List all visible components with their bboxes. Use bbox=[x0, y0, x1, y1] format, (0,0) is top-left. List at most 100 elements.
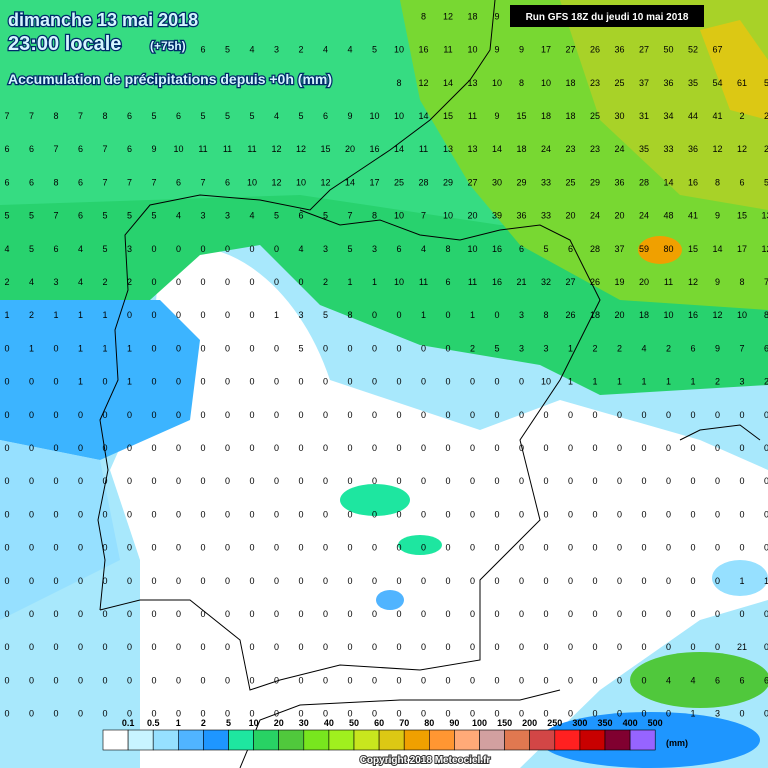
grid-value: 0 bbox=[396, 310, 401, 320]
grid-value: 7 bbox=[200, 177, 205, 187]
grid-value: 67 bbox=[712, 45, 722, 55]
grid-value: 4 bbox=[4, 244, 9, 254]
grid-value: 0 bbox=[151, 509, 156, 519]
grid-value: 35 bbox=[639, 144, 649, 154]
grid-value: 0 bbox=[421, 377, 426, 387]
grid-value: 24 bbox=[614, 144, 624, 154]
grid-value: 0 bbox=[347, 675, 352, 685]
grid-value: 0 bbox=[421, 675, 426, 685]
grid-value: 0 bbox=[690, 410, 695, 420]
grid-value: 0 bbox=[4, 377, 9, 387]
grid-value: 0 bbox=[690, 476, 695, 486]
grid-value: 54 bbox=[712, 78, 722, 88]
grid-value: 27 bbox=[639, 45, 649, 55]
grid-value: 0 bbox=[176, 443, 181, 453]
grid-value: 17 bbox=[737, 244, 747, 254]
grid-value: 0 bbox=[372, 443, 377, 453]
grid-value: 0 bbox=[249, 543, 254, 553]
grid-value: 3 bbox=[519, 310, 524, 320]
grid-value: 0 bbox=[421, 476, 426, 486]
grid-value: 0 bbox=[176, 543, 181, 553]
grid-value: 0 bbox=[690, 576, 695, 586]
grid-value: 0 bbox=[176, 410, 181, 420]
grid-value: 0 bbox=[225, 642, 230, 652]
grid-value: 2 bbox=[323, 277, 328, 287]
grid-value: 10 bbox=[394, 277, 404, 287]
grid-value: 0 bbox=[617, 509, 622, 519]
grid-value: 0 bbox=[764, 609, 768, 619]
legend-swatch bbox=[629, 729, 656, 751]
date-label: dimanche 13 mai 2018 bbox=[8, 10, 198, 30]
grid-value: 0 bbox=[543, 642, 548, 652]
grid-value: 0 bbox=[568, 543, 573, 553]
grid-value: 0 bbox=[519, 642, 524, 652]
grid-value: 0 bbox=[4, 642, 9, 652]
grid-value: 48 bbox=[663, 211, 673, 221]
grid-value: 0 bbox=[78, 576, 83, 586]
grid-value: 1 bbox=[739, 576, 744, 586]
grid-value: 37 bbox=[614, 244, 624, 254]
grid-value: 10 bbox=[173, 144, 183, 154]
grid-value: 0 bbox=[151, 609, 156, 619]
grid-value: 4 bbox=[641, 343, 646, 353]
grid-value: 0 bbox=[519, 709, 524, 719]
grid-value: 28 bbox=[590, 244, 600, 254]
grid-value: 11 bbox=[468, 111, 477, 121]
grid-value: 32 bbox=[541, 277, 551, 287]
grid-value: 6 bbox=[298, 211, 303, 221]
legend-swatch bbox=[579, 729, 606, 751]
grid-value: 0 bbox=[592, 709, 597, 719]
grid-value: 0 bbox=[592, 410, 597, 420]
grid-value: 0 bbox=[372, 343, 377, 353]
grid-value: 41 bbox=[712, 111, 722, 121]
grid-value: 1 bbox=[690, 709, 695, 719]
grid-value: 1 bbox=[764, 576, 768, 586]
run-box bbox=[510, 5, 704, 27]
grid-value: 4 bbox=[347, 45, 352, 55]
legend-swatch bbox=[228, 729, 254, 751]
grid-value: 30 bbox=[492, 177, 502, 187]
grid-value: 1 bbox=[274, 310, 279, 320]
grid-value: 0 bbox=[592, 609, 597, 619]
legend-label: 500 bbox=[648, 718, 663, 728]
grid-value: 0 bbox=[494, 509, 499, 519]
grid-value: 0 bbox=[53, 377, 58, 387]
grid-value: 0 bbox=[445, 343, 450, 353]
grid-value: 0 bbox=[323, 476, 328, 486]
grid-value: 0 bbox=[298, 377, 303, 387]
grid-value: 0 bbox=[666, 709, 671, 719]
grid-value: 0 bbox=[176, 377, 181, 387]
grid-value: 0 bbox=[249, 509, 254, 519]
grid-value: 0 bbox=[543, 609, 548, 619]
grid-value: 19 bbox=[614, 277, 624, 287]
grid-value: 21 bbox=[737, 642, 747, 652]
grid-value: 0 bbox=[372, 576, 377, 586]
grid-value: 1 bbox=[29, 343, 34, 353]
grid-value: 14 bbox=[394, 144, 404, 154]
grid-value: 18 bbox=[467, 11, 477, 21]
grid-value: 17 bbox=[541, 45, 551, 55]
grid-value: 0 bbox=[494, 709, 499, 719]
grid-value: 0 bbox=[470, 377, 475, 387]
grid-value: 7 bbox=[53, 211, 58, 221]
grid-value: 13 bbox=[467, 78, 477, 88]
grid-value: 34 bbox=[663, 111, 673, 121]
grid-value: 5 bbox=[298, 343, 303, 353]
grid-value: 5 bbox=[151, 111, 156, 121]
grid-value: 6 bbox=[445, 277, 450, 287]
grid-value: 9 bbox=[715, 211, 720, 221]
grid-value: 0 bbox=[568, 410, 573, 420]
grid-value: 0 bbox=[176, 576, 181, 586]
grid-value: 59 bbox=[639, 244, 649, 254]
grid-value: 7 bbox=[127, 177, 132, 187]
grid-value: 37 bbox=[639, 78, 649, 88]
grid-value: 0 bbox=[53, 443, 58, 453]
legend-label: 150 bbox=[497, 718, 512, 728]
grid-value: 0 bbox=[249, 310, 254, 320]
grid-value: 0 bbox=[102, 576, 107, 586]
grid-value: 18 bbox=[516, 144, 526, 154]
legend-label: 250 bbox=[547, 718, 562, 728]
grid-value: 4 bbox=[323, 45, 328, 55]
grid-value: 0 bbox=[4, 443, 9, 453]
grid-value: 0 bbox=[4, 543, 9, 553]
